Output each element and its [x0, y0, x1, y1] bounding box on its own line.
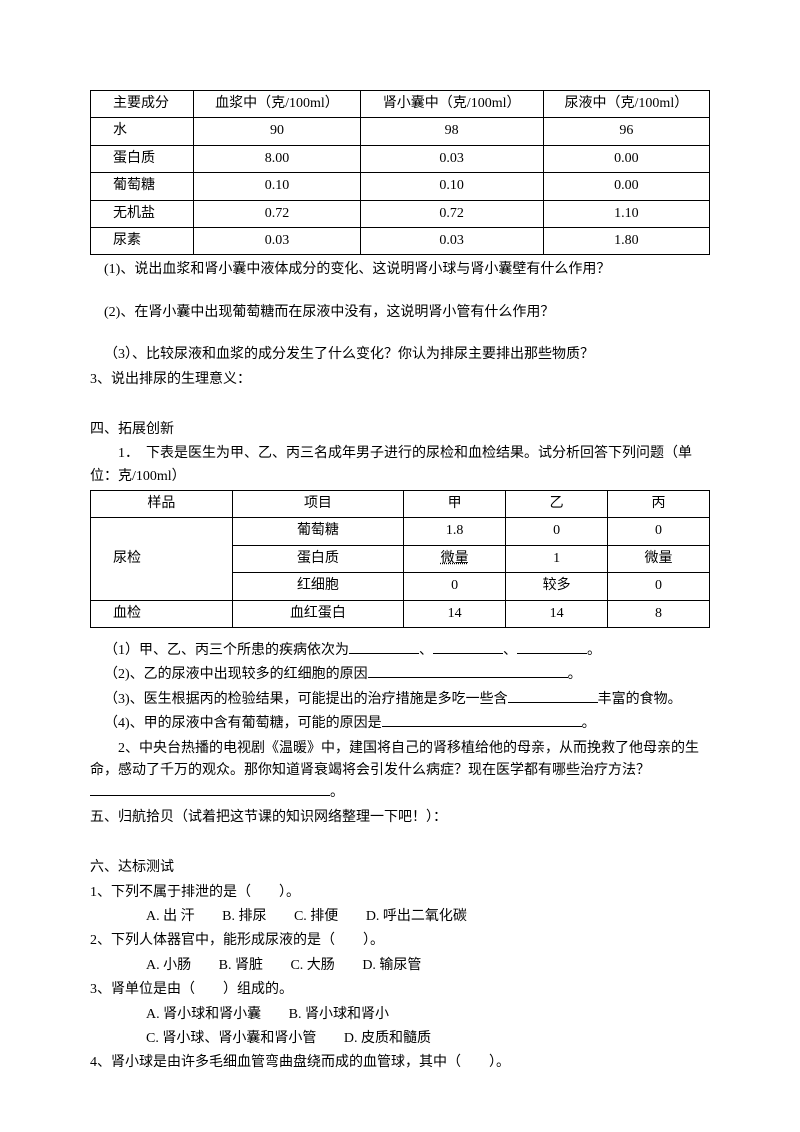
question-3: （3）、比较尿液和血浆的成分发生了什么变化？你认为排尿主要排出那些物质？	[90, 344, 710, 366]
t1-h0: 主要成分	[91, 91, 194, 118]
question-3b: 3、说出排尿的生理意义：	[90, 369, 710, 391]
t2-h2: 甲	[404, 491, 506, 518]
section-5: 五、归航拾贝（试着把这节课的知识网络整理一下吧！）：	[90, 807, 710, 829]
table-row: 葡萄糖0.100.100.00	[91, 173, 710, 200]
blank	[517, 640, 587, 654]
t2-h1: 项目	[232, 491, 404, 518]
section-6: 六、达标测试	[90, 857, 710, 879]
blank	[349, 640, 419, 654]
t2-h0: 样品	[91, 491, 233, 518]
mcq-2-stem: 2、下列人体器官中，能形成尿液的是（ ）。	[90, 930, 710, 952]
table-row: 血检 血红蛋白 14 14 8	[91, 600, 710, 627]
question-1: (1)、说出血浆和肾小囊中液体成分的变化、这说明肾小球与肾小囊壁有什么作用？	[90, 259, 710, 281]
table-row: 尿素0.030.031.80	[91, 227, 710, 254]
t1-h3: 尿液中（克/100ml）	[543, 91, 709, 118]
fill-blank-4: （4)、甲的尿液中含有葡萄糖，可能的原因是。	[90, 713, 710, 735]
mcq-1-stem: 1、下列不属于排泄的是（ ）。	[90, 882, 710, 904]
question-2: (2)、在肾小囊中出现葡萄糖而在尿液中没有，这说明肾小管有什么作用？	[90, 302, 710, 324]
table-row: 无机盐0.720.721.10	[91, 200, 710, 227]
t2-h4: 丙	[608, 491, 710, 518]
blank	[382, 713, 582, 727]
fill-blank-3: （3)、医生根据丙的检验结果，可能提出的治疗措施是多吃一些含丰富的食物。	[90, 689, 710, 711]
table-exam-results: 样品 项目 甲 乙 丙 尿检 葡萄糖 1.8 0 0 蛋白质 微量 1 微量 红…	[90, 490, 710, 628]
mcq-3-options-1: A. 肾小球和肾小囊 B. 肾小球和肾小	[90, 1004, 710, 1026]
mcq-3-stem: 3、肾单位是由（ ）组成的。	[90, 979, 710, 1001]
fill-blank-1: （1）甲、乙、丙三个所患的疾病依次为、、。	[90, 640, 710, 662]
blank	[508, 689, 598, 703]
table-row: 尿检 葡萄糖 1.8 0 0	[91, 518, 710, 545]
mcq-3-options-2: C. 肾小球、肾小囊和肾小管 D. 皮质和髓质	[90, 1028, 710, 1050]
blank	[433, 640, 503, 654]
blank	[368, 664, 568, 678]
mcq-4-stem: 4、肾小球是由许多毛细血管弯曲盘绕而成的血管球，其中（ ）。	[90, 1052, 710, 1074]
blank	[90, 782, 330, 796]
table-row: 水909896	[91, 118, 710, 145]
t1-h2: 肾小囊中（克/100ml）	[360, 91, 543, 118]
story-question: 2、中央台热播的电视剧《温暖》中，建国将自己的肾移植给他的母亲，从而挽救了他母亲…	[90, 738, 710, 805]
table-composition: 主要成分 血浆中（克/100ml） 肾小囊中（克/100ml） 尿液中（克/10…	[90, 90, 710, 255]
mcq-2-options: A. 小肠 B. 肾脏 C. 大肠 D. 输尿管	[90, 955, 710, 977]
mcq-1-options: A. 出 汗 B. 排尿 C. 排便 D. 呼出二氧化碳	[90, 906, 710, 928]
section-4-intro: 1． 下表是医生为甲、乙、丙三名成年男子进行的尿检和血检结果。试分析回答下列问题…	[90, 443, 710, 488]
t2-h3: 乙	[506, 491, 608, 518]
section-4-title: 四、拓展创新	[90, 419, 710, 441]
fill-blank-2: （2)、乙的尿液中出现较多的红细胞的原因。	[90, 664, 710, 686]
t1-h1: 血浆中（克/100ml）	[194, 91, 360, 118]
table-row: 蛋白质8.000.030.00	[91, 145, 710, 172]
